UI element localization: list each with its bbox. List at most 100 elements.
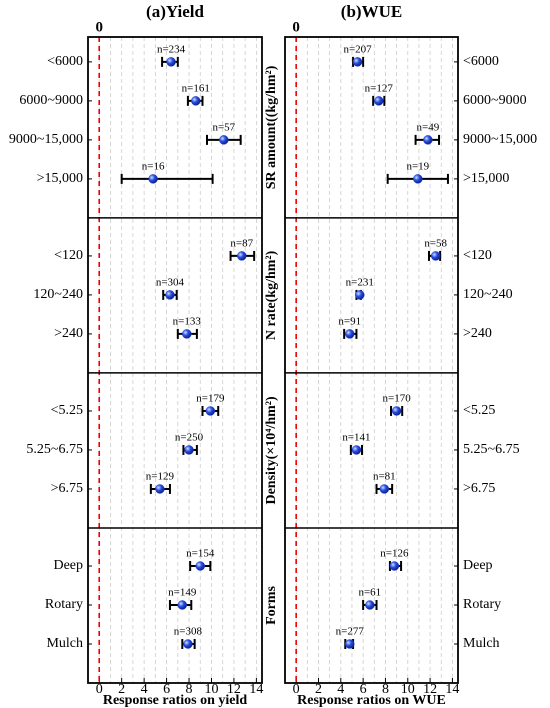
point xyxy=(184,445,194,455)
n-label: n=170 xyxy=(383,392,412,404)
n-label: n=87 xyxy=(230,237,253,249)
point xyxy=(165,290,175,300)
n-label: n=19 xyxy=(406,160,429,172)
x-tick-label: 0 xyxy=(293,682,300,697)
point xyxy=(351,445,362,455)
y-tick-label: >240 xyxy=(54,326,83,341)
group-label: Forms xyxy=(264,585,279,624)
n-label: n=81 xyxy=(373,470,396,482)
n-label: n=127 xyxy=(365,82,394,94)
point xyxy=(344,639,355,649)
n-label: n=231 xyxy=(346,276,374,288)
n-label: n=207 xyxy=(343,43,372,55)
n-label: n=308 xyxy=(174,626,203,638)
panel-frame xyxy=(87,36,263,684)
panel-title: (b)WUE xyxy=(341,2,402,21)
reference-label: 0 xyxy=(292,19,300,35)
y-tick-label: 5.25~6.75 xyxy=(26,442,83,457)
x-tick-label: 0 xyxy=(96,682,103,697)
x-tick-label: 8 xyxy=(186,682,193,697)
point xyxy=(430,251,441,261)
point xyxy=(391,406,402,416)
y-tick-label: 9000~15,000 xyxy=(9,132,83,147)
point xyxy=(195,561,206,571)
y-tick-label: 6000~9000 xyxy=(19,93,83,108)
group-label: Density(×10⁴/hm²) xyxy=(264,396,279,504)
panel-title: (a)Yield xyxy=(146,2,204,21)
point xyxy=(191,96,201,106)
n-label: n=179 xyxy=(196,392,225,404)
y-tick-label: Mulch xyxy=(46,636,83,651)
n-label: n=58 xyxy=(424,237,447,249)
y-tick-label: 120~240 xyxy=(463,287,513,302)
panel-frame xyxy=(284,36,459,684)
x-tick-label: 12 xyxy=(423,682,437,697)
y-tick-label: >15,000 xyxy=(463,171,509,186)
y-tick-label: >6.75 xyxy=(463,481,495,496)
x-tick-label: 12 xyxy=(227,682,241,697)
x-axis-label: Response ratios on yield xyxy=(103,693,248,708)
n-label: n=304 xyxy=(156,276,185,288)
y-tick-label: Rotary xyxy=(463,597,501,612)
x-tick-label: 14 xyxy=(249,682,263,697)
y-tick-label: >15,000 xyxy=(37,171,83,186)
point xyxy=(183,639,193,649)
n-label: n=154 xyxy=(186,548,215,560)
x-tick-label: 2 xyxy=(315,682,322,697)
y-tick-label: 5.25~6.75 xyxy=(463,442,520,457)
x-axis-label: Response ratios on WUE xyxy=(297,693,446,708)
n-label: n=16 xyxy=(142,160,165,172)
n-label: n=129 xyxy=(146,470,175,482)
reference-label: 0 xyxy=(95,19,103,35)
x-tick-label: 10 xyxy=(204,682,218,697)
point xyxy=(205,406,216,416)
y-tick-label: <6000 xyxy=(47,54,83,69)
point xyxy=(413,174,423,184)
point xyxy=(423,135,433,145)
n-label: n=234 xyxy=(157,43,186,55)
n-label: n=149 xyxy=(168,587,197,599)
y-tick-label: <6000 xyxy=(463,54,499,69)
n-label: n=141 xyxy=(342,431,370,443)
point xyxy=(182,329,192,339)
y-tick-label: Deep xyxy=(463,558,493,573)
n-label: n=91 xyxy=(338,315,361,327)
y-tick-label: >240 xyxy=(463,326,492,341)
point xyxy=(148,174,158,184)
point xyxy=(155,484,165,494)
point xyxy=(219,135,229,145)
y-tick-label: 120~240 xyxy=(33,287,83,302)
point xyxy=(344,329,355,339)
n-label: n=61 xyxy=(358,587,381,599)
y-tick-label: Mulch xyxy=(463,636,500,651)
y-tick-label: >6.75 xyxy=(51,481,83,496)
x-tick-label: 6 xyxy=(163,682,170,697)
point xyxy=(365,600,375,610)
x-tick-label: 14 xyxy=(445,682,459,697)
group-label: N rate(kg/hm²) xyxy=(264,250,279,340)
n-label: n=57 xyxy=(212,121,235,133)
y-tick-label: <120 xyxy=(463,248,492,263)
point xyxy=(166,57,176,67)
n-label: n=126 xyxy=(380,548,409,560)
n-label: n=250 xyxy=(175,431,204,443)
point xyxy=(177,600,188,610)
x-tick-label: 6 xyxy=(360,682,367,697)
point xyxy=(352,57,363,67)
n-label: n=49 xyxy=(417,121,440,133)
y-tick-label: Deep xyxy=(53,558,83,573)
group-label: SR amount((kg/hm²) xyxy=(264,65,279,189)
n-label: n=133 xyxy=(173,315,202,327)
point xyxy=(355,290,365,300)
x-tick-label: 4 xyxy=(337,682,344,697)
x-tick-label: 2 xyxy=(118,682,125,697)
point xyxy=(237,251,247,261)
y-tick-label: 9000~15,000 xyxy=(463,132,537,147)
y-tick-label: Rotary xyxy=(45,597,83,612)
x-tick-label: 10 xyxy=(401,682,415,697)
point xyxy=(389,561,400,571)
y-tick-label: <5.25 xyxy=(51,403,83,418)
x-tick-label: 4 xyxy=(141,682,148,697)
point xyxy=(374,96,384,106)
